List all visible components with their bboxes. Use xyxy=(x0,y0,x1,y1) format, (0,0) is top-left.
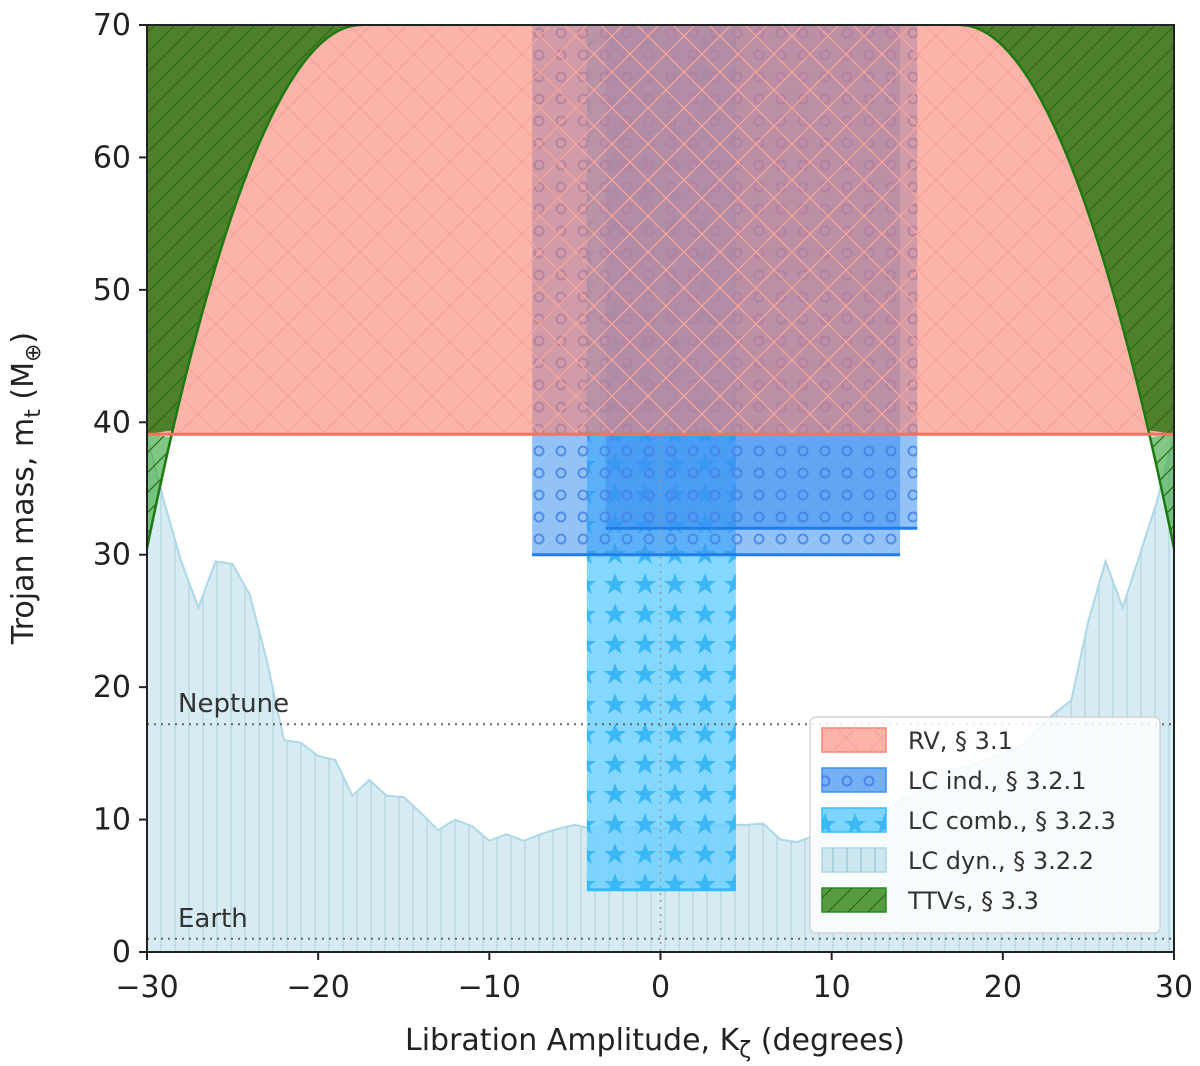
x-tick-label: −20 xyxy=(287,970,350,1005)
y-tick-label: 20 xyxy=(93,670,131,705)
y-tick-label: 40 xyxy=(93,405,131,440)
legend-label: LC ind., § 3.2.1 xyxy=(908,767,1086,795)
legend-swatch-pattern xyxy=(822,888,886,912)
y-tick-label: 0 xyxy=(112,935,131,970)
legend-item: TTVs, § 3.3 xyxy=(821,887,1039,915)
x-axis-label: Libration Amplitude, Kζ (degrees) xyxy=(405,1023,905,1063)
plot-area xyxy=(147,25,1174,952)
neptune-label: Neptune xyxy=(178,689,289,719)
legend: RV, § 3.1 LC ind., § 3.2.1 LC comb., § 3.2… xyxy=(809,716,1161,934)
x-tick-label: 30 xyxy=(1155,970,1193,1005)
legend-box xyxy=(809,716,1161,934)
ttv-upper-hatch xyxy=(147,25,361,435)
ttv-boundary-line xyxy=(960,25,1174,549)
earth-label: Earth xyxy=(178,904,248,934)
legend-item: LC comb., § 3.2.3 xyxy=(821,807,1116,835)
legend-item: LC dyn., § 3.2.2 xyxy=(821,847,1094,875)
legend-swatch-pattern xyxy=(822,768,886,792)
y-tick-label: 10 xyxy=(93,803,131,838)
x-tick-label: −30 xyxy=(115,970,178,1005)
y-axis-label: Trojan mass, mt (M⊕) xyxy=(6,332,46,645)
legend-swatch-pattern xyxy=(822,728,886,752)
legend-item: LC ind., § 3.2.1 xyxy=(821,767,1086,795)
legend-swatch-pattern xyxy=(822,808,886,832)
legend-label: LC dyn., § 3.2.2 xyxy=(908,847,1094,875)
y-tick-label: 30 xyxy=(93,538,131,573)
ttv-boundary-line xyxy=(147,25,361,549)
legend-label: RV, § 3.1 xyxy=(908,727,1013,755)
x-tick-label: −10 xyxy=(458,970,521,1005)
x-tick-label: 10 xyxy=(813,970,851,1005)
legend-label: TTVs, § 3.3 xyxy=(907,887,1039,915)
y-tick-label: 50 xyxy=(93,273,131,308)
legend-label: LC comb., § 3.2.3 xyxy=(908,807,1116,835)
x-tick-label: 20 xyxy=(984,970,1022,1005)
ttv-upper-hatch xyxy=(960,25,1174,435)
y-tick-label: 60 xyxy=(93,140,131,175)
legend-swatch-pattern xyxy=(822,848,886,872)
x-tick-label: 0 xyxy=(651,970,670,1005)
legend-item: RV, § 3.1 xyxy=(821,727,1013,755)
y-tick-label: 70 xyxy=(93,8,131,43)
